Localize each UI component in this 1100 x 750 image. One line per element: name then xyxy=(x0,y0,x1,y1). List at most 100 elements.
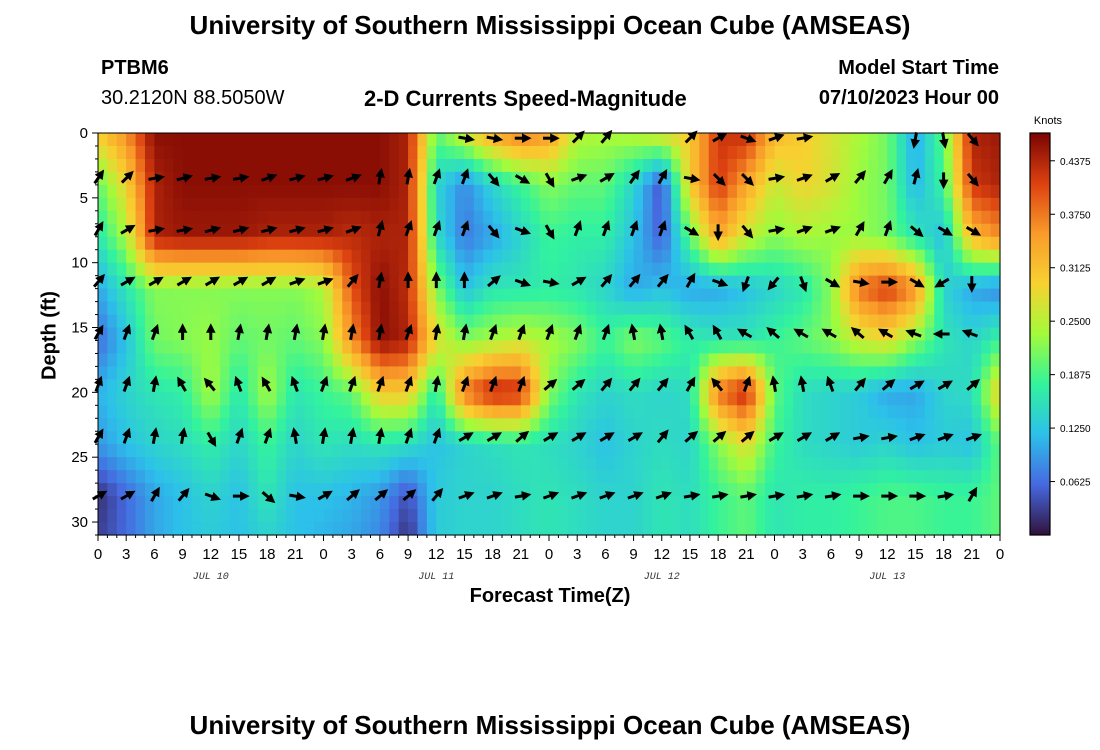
heatmap-cell xyxy=(210,392,221,406)
heatmap-cell xyxy=(840,236,851,251)
heatmap-cell xyxy=(849,366,860,380)
heatmap-cell xyxy=(689,184,700,199)
heatmap-cell xyxy=(436,353,447,368)
heatmap-cell xyxy=(774,288,785,303)
heatmap-cell xyxy=(398,133,409,147)
heatmap-cell xyxy=(379,249,390,264)
heatmap-cell xyxy=(990,145,1001,160)
heatmap-cell xyxy=(464,275,475,290)
current-vector xyxy=(824,491,842,501)
heatmap-cell xyxy=(727,327,738,342)
heatmap-cell xyxy=(586,314,597,329)
heatmap-cell xyxy=(455,327,466,342)
heatmap-cell xyxy=(445,288,456,303)
heatmap-cell xyxy=(304,340,315,355)
current-vector xyxy=(317,173,334,183)
heatmap-cell xyxy=(539,288,550,303)
heatmap-cell xyxy=(135,145,146,160)
heatmap-cell xyxy=(558,392,569,406)
heatmap-cell xyxy=(191,496,202,510)
heatmap-cell xyxy=(285,145,296,160)
heatmap-cell xyxy=(163,249,174,264)
heatmap-cell xyxy=(793,379,804,393)
heatmap-cell xyxy=(971,509,982,523)
heatmap-cell xyxy=(314,483,325,497)
heatmap-cell xyxy=(830,522,841,536)
heatmap-cell xyxy=(116,366,127,380)
heatmap-cell xyxy=(887,444,898,458)
heatmap-cell xyxy=(671,158,682,173)
heatmap-cell xyxy=(502,340,513,355)
heatmap-cell xyxy=(868,522,879,536)
heatmap-cell xyxy=(295,210,306,225)
heatmap-cell xyxy=(652,171,663,186)
heatmap-cell xyxy=(276,275,287,290)
heatmap-cell xyxy=(539,236,550,251)
heatmap-cell xyxy=(567,145,578,160)
heatmap-cell xyxy=(389,171,400,186)
heatmap-cell xyxy=(708,353,719,368)
heatmap-cell xyxy=(896,158,907,173)
heatmap-cell xyxy=(107,379,118,393)
heatmap-cell xyxy=(182,158,193,173)
heatmap-cell xyxy=(361,431,372,445)
heatmap-cell xyxy=(126,405,137,419)
heatmap-cell xyxy=(389,405,400,419)
heatmap-cell xyxy=(445,444,456,458)
heatmap-cell xyxy=(727,405,738,419)
current-vector xyxy=(460,168,470,185)
heatmap-cell xyxy=(314,288,325,303)
heatmap-cell xyxy=(558,184,569,199)
x-tick-label: 18 xyxy=(484,546,501,563)
heatmap-cell xyxy=(549,158,559,173)
heatmap-cell xyxy=(342,197,353,212)
heatmap-cell xyxy=(915,392,926,406)
heatmap-cell xyxy=(220,249,231,264)
heatmap-cell xyxy=(859,392,870,406)
heatmap-cell xyxy=(361,483,372,497)
heatmap-cell xyxy=(577,197,588,212)
heatmap-cell xyxy=(699,340,710,355)
heatmap-cell xyxy=(154,327,165,342)
heatmap-cell xyxy=(859,496,870,510)
current-vector xyxy=(375,427,385,444)
current-vector xyxy=(459,323,470,341)
heatmap-cell xyxy=(661,288,672,303)
heatmap-cell xyxy=(436,275,447,290)
heatmap-cell xyxy=(990,184,1001,199)
heatmap-cell xyxy=(408,470,419,484)
current-vector xyxy=(290,375,300,393)
heatmap-cell xyxy=(605,405,616,419)
heatmap-cell xyxy=(248,288,259,303)
heatmap-cell xyxy=(953,353,964,368)
heatmap-cell xyxy=(267,366,278,380)
heatmap-cell xyxy=(257,301,268,316)
current-vector xyxy=(149,375,160,393)
heatmap-cell xyxy=(689,405,700,419)
current-vector xyxy=(712,132,728,143)
heatmap-cell xyxy=(624,405,635,419)
heatmap-cell xyxy=(680,379,691,393)
heatmap-cell xyxy=(962,392,973,406)
heatmap-cell xyxy=(981,340,992,355)
heatmap-cell xyxy=(821,145,832,160)
heatmap-cell xyxy=(774,236,785,251)
heatmap-cell xyxy=(455,223,466,238)
heatmap-cell xyxy=(783,158,794,173)
heatmap-cell xyxy=(699,457,710,471)
heatmap-cell xyxy=(342,262,353,277)
heatmap-cell xyxy=(304,353,315,368)
heatmap-cell xyxy=(821,275,832,290)
heatmap-cell xyxy=(445,301,456,316)
heatmap-cell xyxy=(783,418,794,432)
heatmap-cell xyxy=(257,483,268,497)
heatmap-cell xyxy=(332,496,343,510)
heatmap-cell xyxy=(314,314,325,329)
heatmap-cell xyxy=(906,288,917,303)
x-axis: 0 3 6 9 12 15 18 21 0 3 6 9 12 15 18 21 0 3 6 9 12 15 18 21 0 3 6 9… xyxy=(94,535,1004,583)
heatmap-cell xyxy=(708,288,719,303)
heatmap-cell xyxy=(483,327,494,342)
current-vector xyxy=(796,491,814,501)
heatmap-cell xyxy=(455,301,466,316)
heatmap-cell xyxy=(652,249,663,264)
